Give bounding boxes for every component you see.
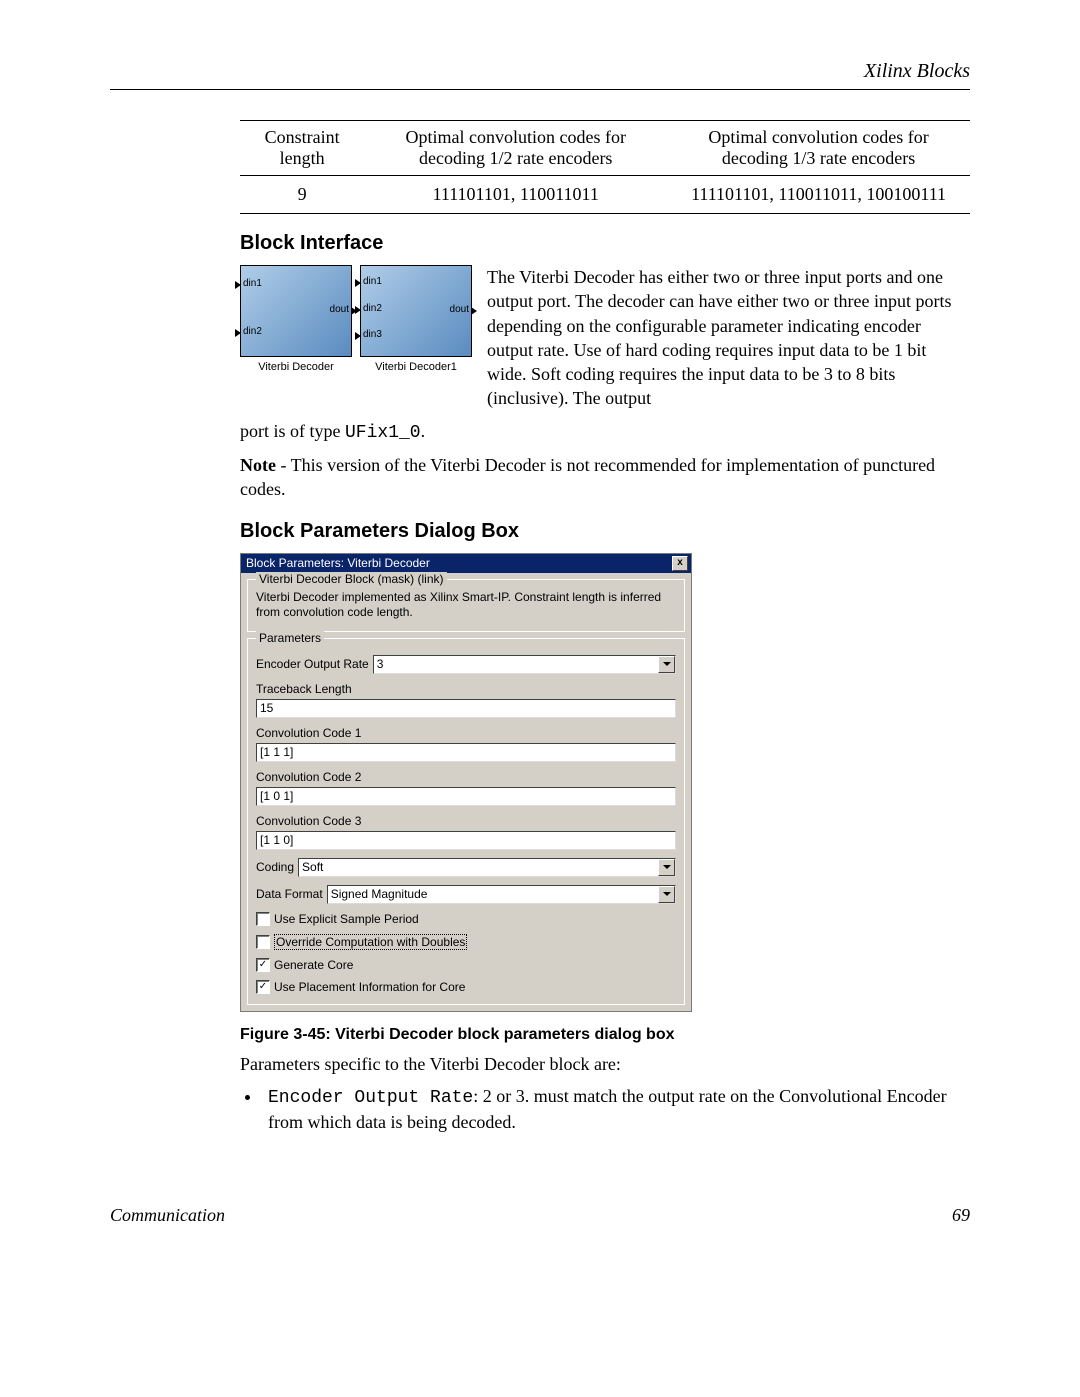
block-diagrams: din1 din2 dout Viterbi Decoder din1 din2 xyxy=(240,265,472,373)
placement-info-checkbox[interactable]: ✓ xyxy=(256,980,270,994)
mask-description: Viterbi Decoder implemented as Xilinx Sm… xyxy=(256,590,676,621)
note-label: Note xyxy=(240,455,276,475)
override-doubles-label: Override Computation with Doubles xyxy=(274,934,467,950)
footer-right: 69 xyxy=(952,1205,970,1226)
codes-table: Constraint length Optimal convolution co… xyxy=(240,120,970,214)
col-constraint: Constraint length xyxy=(240,121,364,176)
port-din3: din3 xyxy=(363,329,382,340)
note-text: - This version of the Viterbi Decoder is… xyxy=(240,455,935,499)
block-interface-tail: port is of type UFix1_0. xyxy=(240,419,970,445)
chevron-down-icon[interactable] xyxy=(658,859,675,876)
override-doubles-checkbox[interactable] xyxy=(256,935,270,949)
chevron-down-icon[interactable] xyxy=(658,656,675,673)
port-dout: dout xyxy=(450,304,469,315)
coding-value: Soft xyxy=(302,860,323,874)
port-type-code: UFix1_0 xyxy=(345,423,421,443)
cc1-input[interactable] xyxy=(256,743,676,762)
block-interface-heading: Block Interface xyxy=(240,232,970,255)
port-din2: din2 xyxy=(243,326,262,337)
page-header: Xilinx Blocks xyxy=(110,60,970,90)
encoder-rate-select[interactable]: 3 xyxy=(373,655,676,674)
figure-caption: Figure 3-45: Viterbi Decoder block param… xyxy=(240,1026,970,1044)
port-dout: dout xyxy=(330,304,349,315)
viterbi-decoder-block-3in: din1 din2 din3 dout xyxy=(360,265,472,357)
after-figure-text: Parameters specific to the Viterbi Decod… xyxy=(240,1052,970,1076)
cc2-input[interactable] xyxy=(256,787,676,806)
dialog-titlebar: Block Parameters: Viterbi Decoder x xyxy=(241,554,691,573)
generate-core-label: Generate Core xyxy=(274,958,353,972)
encoder-rate-label: Encoder Output Rate xyxy=(256,657,369,671)
cc3-input[interactable] xyxy=(256,831,676,850)
cell-third: 111101101, 110011011, 100100111 xyxy=(667,176,970,214)
dataformat-label: Data Format xyxy=(256,887,323,901)
port-din2: din2 xyxy=(363,303,382,314)
col-half: Optimal convolution codes for decoding 1… xyxy=(364,121,667,176)
table-row: 9 111101101, 110011011 111101101, 110011… xyxy=(240,176,970,214)
block-params-heading: Block Parameters Dialog Box xyxy=(240,520,970,543)
parameters-fieldset: Parameters Encoder Output Rate 3 Traceba… xyxy=(247,638,685,1005)
mask-fieldset: Viterbi Decoder Block (mask) (link) Vite… xyxy=(247,579,685,632)
cc2-label: Convolution Code 2 xyxy=(256,770,676,784)
sample-period-label: Use Explicit Sample Period xyxy=(274,912,419,926)
note-paragraph: Note - This version of the Viterbi Decod… xyxy=(240,453,970,502)
bi-tail-suffix: . xyxy=(421,421,426,441)
viterbi-decoder-block-2in: din1 din2 dout xyxy=(240,265,352,357)
cell-half: 111101101, 110011011 xyxy=(364,176,667,214)
port-din1: din1 xyxy=(363,276,382,287)
col-third: Optimal convolution codes for decoding 1… xyxy=(667,121,970,176)
block-caption-1: Viterbi Decoder xyxy=(258,361,334,373)
coding-select[interactable]: Soft xyxy=(298,858,676,877)
parameters-legend: Parameters xyxy=(256,631,324,645)
traceback-input[interactable] xyxy=(256,699,676,718)
port-din1: din1 xyxy=(243,278,262,289)
sample-period-checkbox[interactable] xyxy=(256,912,270,926)
cc1-label: Convolution Code 1 xyxy=(256,726,676,740)
block-caption-2: Viterbi Decoder1 xyxy=(375,361,457,373)
close-button[interactable]: x xyxy=(672,556,688,571)
bi-tail-prefix: port is of type xyxy=(240,421,345,441)
cell-constraint: 9 xyxy=(240,176,364,214)
dialog-title: Block Parameters: Viterbi Decoder xyxy=(246,556,430,570)
chevron-down-icon[interactable] xyxy=(658,886,675,903)
traceback-label: Traceback Length xyxy=(256,682,676,696)
coding-label: Coding xyxy=(256,860,294,874)
bullet-item: Encoder Output Rate: 2 or 3. must match … xyxy=(262,1084,970,1135)
mask-legend: Viterbi Decoder Block (mask) (link) xyxy=(256,572,447,586)
cc3-label: Convolution Code 3 xyxy=(256,814,676,828)
dataformat-value: Signed Magnitude xyxy=(331,887,428,901)
page-footer: Communication 69 xyxy=(110,1205,970,1226)
block-interface-text: The Viterbi Decoder has either two or th… xyxy=(487,265,970,411)
bullet-code: Encoder Output Rate xyxy=(268,1088,473,1108)
generate-core-checkbox[interactable]: ✓ xyxy=(256,958,270,972)
footer-left: Communication xyxy=(110,1205,225,1226)
encoder-rate-value: 3 xyxy=(377,657,384,671)
bullet-list: Encoder Output Rate: 2 or 3. must match … xyxy=(240,1084,970,1135)
placement-info-label: Use Placement Information for Core xyxy=(274,980,465,994)
dataformat-select[interactable]: Signed Magnitude xyxy=(327,885,676,904)
block-parameters-dialog: Block Parameters: Viterbi Decoder x Vite… xyxy=(240,553,692,1012)
